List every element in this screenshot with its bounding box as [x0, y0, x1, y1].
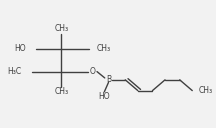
Text: HO: HO — [98, 92, 110, 101]
Text: CH₃: CH₃ — [199, 86, 213, 95]
Text: B: B — [106, 75, 111, 84]
Text: CH₃: CH₃ — [97, 44, 111, 53]
Text: CH₃: CH₃ — [54, 24, 68, 33]
Text: HO: HO — [14, 44, 26, 53]
Text: O: O — [90, 67, 96, 76]
Text: H₃C: H₃C — [8, 67, 22, 76]
Text: CH₃: CH₃ — [54, 87, 68, 96]
